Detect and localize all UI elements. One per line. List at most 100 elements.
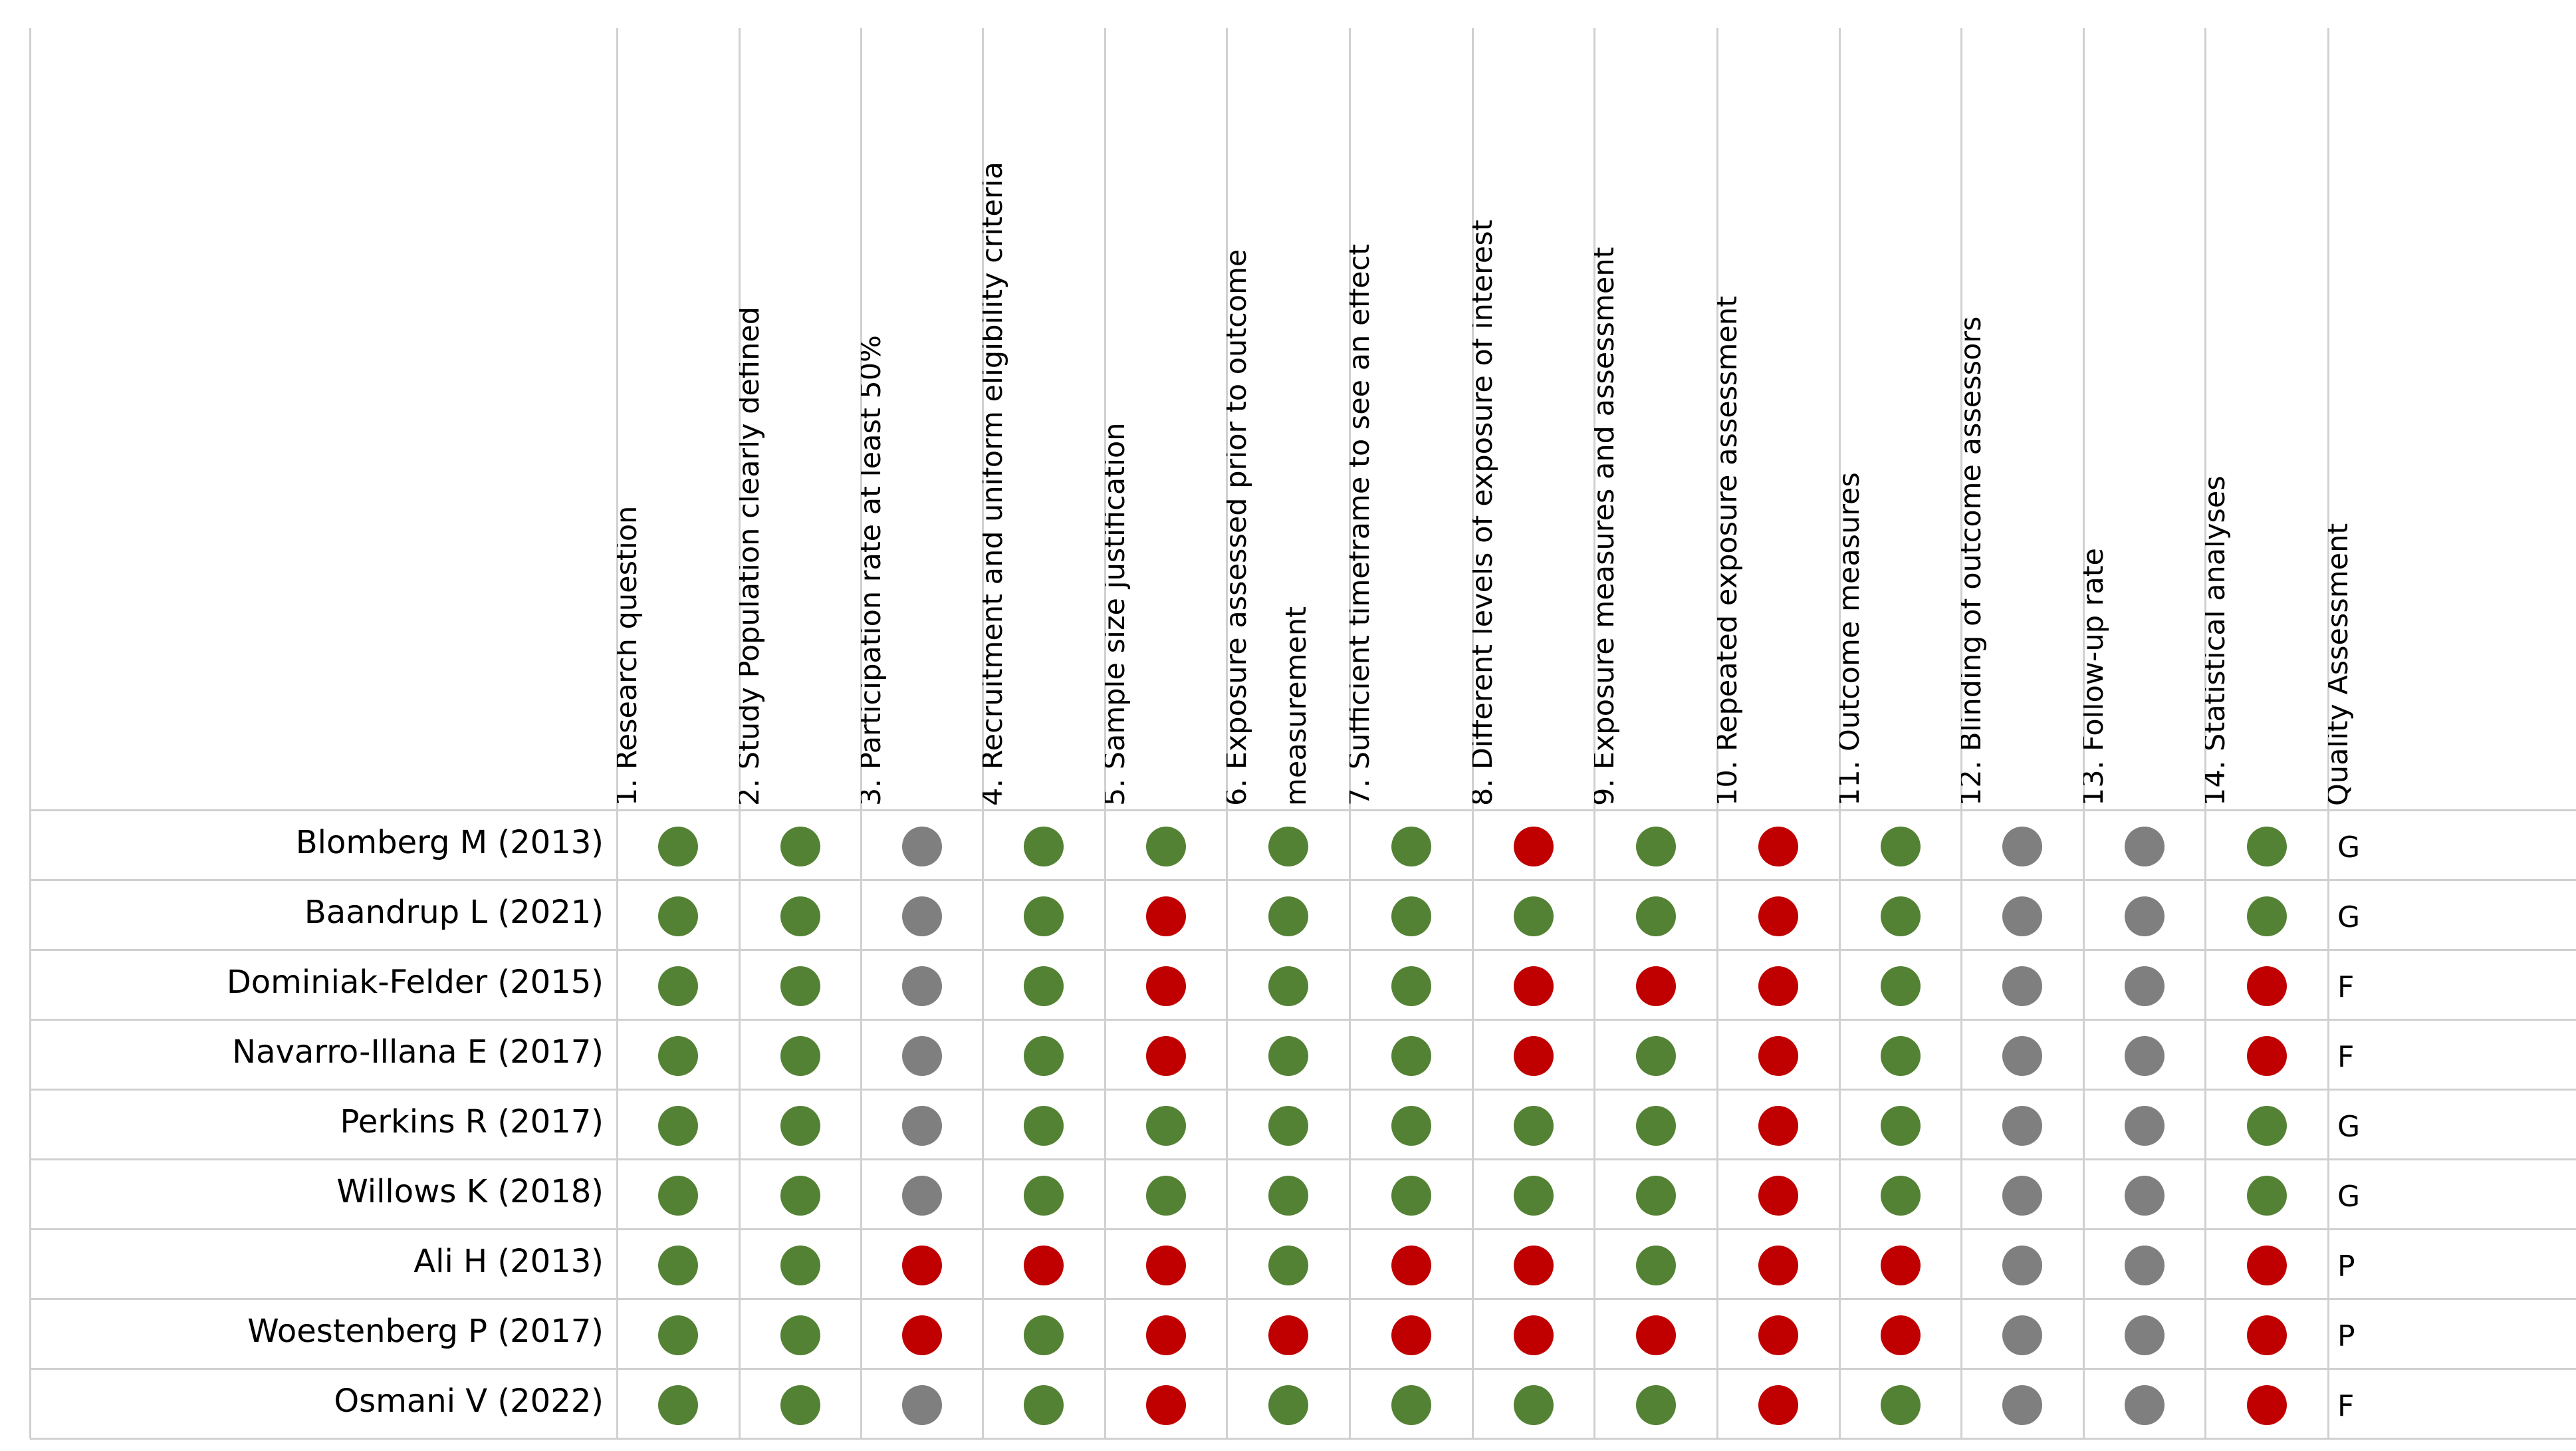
rating-dot-grey	[2002, 1385, 2042, 1425]
rating-dot-green	[1880, 1105, 1921, 1146]
rating-dot-red	[1391, 1315, 1431, 1355]
rating-dot-red	[1513, 1315, 1554, 1355]
rating-dot-green	[658, 1315, 698, 1355]
rating-dot-green	[658, 1385, 698, 1425]
rating-dot-green	[2246, 1175, 2287, 1216]
column-header-label: 5. Sample size justification	[1105, 422, 1131, 807]
rating-dot-green	[780, 826, 820, 866]
column-header: 2. Study Population clearly defined	[739, 28, 861, 810]
rating-dot-grey	[2124, 966, 2165, 1006]
rating-dot-green	[2246, 826, 2287, 866]
rating-dot-green	[1024, 1315, 1064, 1355]
column-header-label: 11. Outcome measures	[1839, 472, 1866, 806]
rating-dot-green	[1513, 1175, 1554, 1216]
column-header-label: 2. Study Population clearly defined	[739, 306, 766, 806]
rating-dot-grey	[2124, 1245, 2165, 1285]
rating-dot-grey	[2002, 896, 2042, 936]
quality-rating: G	[2337, 1179, 2361, 1214]
quality-rating: G	[2337, 830, 2361, 864]
column-header-label: 14. Statistical analyses	[2205, 475, 2232, 806]
column-header: 9. Exposure measures and assessment	[1594, 28, 1717, 810]
rating-dot-green	[658, 896, 698, 936]
rating-dot-green	[2246, 1105, 2287, 1146]
row-divider	[30, 809, 2576, 811]
rating-dot-grey	[901, 1035, 942, 1076]
study-name: Dominiak-Felder (2015)	[226, 963, 604, 1001]
rating-dot-grey	[2002, 1245, 2042, 1285]
rating-dot-red	[1145, 1245, 1186, 1285]
column-divider	[2083, 28, 2085, 1438]
rating-dot-green	[1268, 1105, 1308, 1146]
column-divider	[1716, 28, 1718, 1438]
study-name: Willows K (2018)	[336, 1172, 604, 1210]
rating-dot-red	[1513, 1035, 1554, 1076]
rating-dot-green	[1145, 826, 1186, 866]
study-name: Woestenberg P (2017)	[247, 1312, 604, 1350]
rating-dot-red	[1513, 826, 1554, 866]
rating-dot-red	[2246, 1385, 2287, 1425]
quality-rating: P	[2337, 1319, 2355, 1353]
rating-dot-red	[1268, 1315, 1308, 1355]
rating-dot-red	[1758, 826, 1798, 866]
column-divider	[2204, 28, 2206, 1438]
rating-dot-green	[780, 1035, 820, 1076]
rating-dot-red	[1758, 966, 1798, 1006]
rating-dot-grey	[2002, 1035, 2042, 1076]
rating-dot-red	[1635, 1315, 1676, 1355]
rating-dot-red	[1145, 1035, 1186, 1076]
quality-rating: F	[2337, 1388, 2355, 1423]
rating-dot-green	[658, 966, 698, 1006]
column-divider	[860, 28, 862, 1438]
rating-dot-green	[2246, 896, 2287, 936]
rating-dot-red	[1145, 966, 1186, 1006]
rating-dot-grey	[2002, 1105, 2042, 1146]
rating-dot-green	[1268, 1035, 1308, 1076]
rating-dot-green	[1268, 1385, 1308, 1425]
rating-dot-green	[1024, 1105, 1064, 1146]
column-header: 10. Repeated exposure assessment	[1717, 28, 1839, 810]
study-name: Baandrup L (2021)	[304, 893, 604, 931]
rating-dot-red	[1758, 1105, 1798, 1146]
rating-dot-grey	[2124, 826, 2165, 866]
rating-dot-green	[1513, 1105, 1554, 1146]
rating-dot-green	[1391, 1105, 1431, 1146]
rating-dot-green	[1024, 1175, 1064, 1216]
rating-dot-green	[780, 966, 820, 1006]
study-name: Perkins R (2017)	[340, 1103, 604, 1140]
rating-dot-green	[1635, 1385, 1676, 1425]
rating-dot-red	[2246, 1035, 2287, 1076]
column-divider	[1226, 28, 1228, 1438]
column-header: 11. Outcome measures	[1839, 28, 1961, 810]
rating-dot-red	[1758, 1035, 1798, 1076]
rating-dot-green	[1635, 896, 1676, 936]
row-divider	[30, 1158, 2576, 1160]
rating-dot-green	[1635, 1245, 1676, 1285]
rating-dot-green	[1635, 1175, 1676, 1216]
rating-dot-green	[780, 1105, 820, 1146]
rating-dot-grey	[901, 966, 942, 1006]
rating-dot-green	[1145, 1105, 1186, 1146]
column-header: 6. Exposure assessed prior to outcome mea…	[1227, 28, 1349, 810]
study-name: Navarro-Illana E (2017)	[232, 1033, 604, 1071]
rating-dot-green	[1880, 896, 1921, 936]
column-header-label: 3. Participation rate at least 50%	[861, 335, 887, 806]
column-header: 7. Sufficient timeframe to see an effect	[1349, 28, 1472, 810]
rating-dot-grey	[901, 826, 942, 866]
rating-dot-red	[1024, 1245, 1064, 1285]
rating-dot-green	[1024, 966, 1064, 1006]
rating-dot-green	[658, 826, 698, 866]
column-header-label: Quality Assessment	[2328, 523, 2355, 806]
rating-dot-green	[1880, 826, 1921, 866]
rating-dot-green	[1024, 1385, 1064, 1425]
rating-dot-green	[1635, 1105, 1676, 1146]
column-header-label: 4. Recruitment and uniform eligibility c…	[983, 162, 1009, 806]
column-divider	[982, 28, 984, 1438]
rating-dot-green	[780, 896, 820, 936]
rating-dot-green	[1024, 1035, 1064, 1076]
row-divider	[30, 1368, 2576, 1370]
rating-dot-grey	[2124, 1315, 2165, 1355]
rating-dot-red	[1758, 1315, 1798, 1355]
rating-dot-red	[1880, 1245, 1921, 1285]
column-divider	[1104, 28, 1106, 1438]
rating-dot-green	[1391, 1035, 1431, 1076]
